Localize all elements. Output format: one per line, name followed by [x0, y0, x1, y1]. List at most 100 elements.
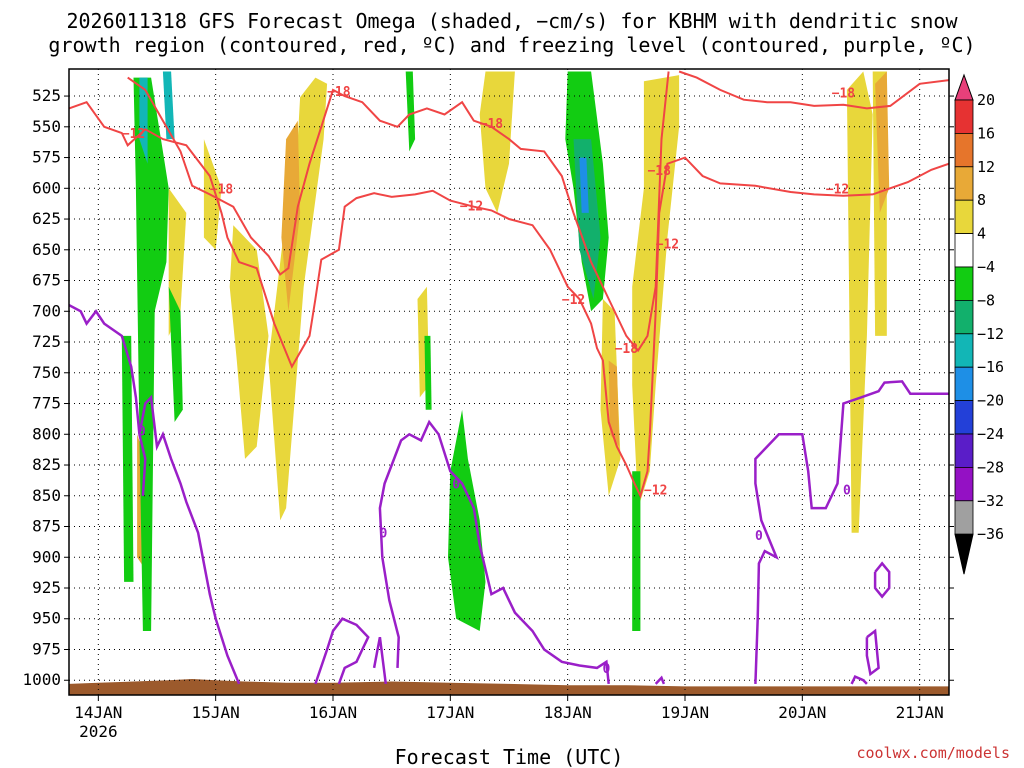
colorbar-label: −16 — [977, 358, 1004, 376]
x-tick-label: 14JAN — [74, 703, 122, 722]
colorbar-label: 12 — [977, 158, 995, 176]
dgz-contour-line — [127, 71, 670, 353]
omega-shaded-region — [579, 157, 589, 213]
y-tick-label: 800 — [32, 424, 61, 443]
dgz-contour-label: −18 — [647, 164, 671, 179]
freezing-level-label: 0 — [843, 484, 851, 499]
terrain-fill — [69, 679, 949, 695]
dgz-contour-label: −18 — [327, 85, 351, 100]
omega-shaded-region — [479, 71, 515, 213]
colorbar-swatch — [954, 199, 974, 234]
x-tick-label: 15JAN — [192, 703, 240, 722]
x-tick-label: 20JAN — [778, 703, 826, 722]
colorbar-label: −8 — [977, 291, 995, 309]
x-tick-year-label: 2026 — [79, 722, 118, 741]
dgz-contour-label: −18 — [615, 342, 639, 357]
omega-shaded-region — [424, 335, 432, 410]
omega-shaded-region — [168, 286, 183, 422]
y-tick-label: 900 — [32, 547, 61, 566]
dgz-contour-label: −12 — [656, 238, 679, 253]
y-tick-label: 950 — [32, 609, 61, 628]
colorbar-swatch — [954, 466, 974, 502]
y-tick-label: 750 — [32, 363, 61, 382]
y-tick-label: 850 — [32, 486, 61, 505]
colorbar-swatch — [954, 299, 974, 335]
freezing-level-contour-line — [865, 628, 880, 677]
dgz-contour-label: −12 — [460, 200, 483, 215]
colorbar-label: −36 — [977, 525, 1004, 543]
x-tick-label: 21JAN — [896, 703, 944, 722]
x-tick-label: 19JAN — [661, 703, 709, 722]
y-tick-label: 825 — [32, 455, 61, 474]
freezing-level-label: 0 — [452, 477, 460, 492]
colorbar-bottom-arrow — [954, 533, 974, 575]
omega-shaded-region — [203, 139, 222, 250]
dgz-contour-label: −18 — [210, 182, 234, 197]
y-tick-label: 1000 — [22, 670, 61, 689]
omega-shaded-region — [268, 77, 328, 521]
omega-shaded-region — [405, 71, 416, 152]
freezing-level-contour-line — [378, 419, 610, 685]
dgz-contour-label: −18 — [480, 117, 504, 132]
y-tick-label: 600 — [32, 178, 61, 197]
colorbar-label: −28 — [977, 458, 1004, 476]
colorbar-swatch — [954, 500, 974, 535]
y-tick-label: 525 — [32, 86, 61, 105]
y-tick-label: 625 — [32, 209, 61, 228]
y-tick-label: 875 — [32, 517, 61, 536]
y-tick-label: 675 — [32, 271, 61, 290]
plot-area: −12 −18 −18 −18 −12 −12 −18 −12 −18 −12 −12 −18 0 0 0 0… — [69, 69, 949, 695]
colorbar-top-arrow — [954, 73, 974, 101]
freezing-level-label: 0 — [380, 527, 388, 542]
dgz-contour-label: −12 — [644, 484, 667, 499]
freezing-level-label: 0 — [755, 529, 763, 544]
y-tick-label: 650 — [32, 240, 61, 259]
dgz-contour-label: −12 — [122, 127, 145, 142]
colorbar-swatch — [954, 233, 974, 268]
colorbar-label: −24 — [977, 425, 1004, 443]
dgz-contour-label: −18 — [832, 86, 856, 101]
colorbar-label: 4 — [977, 225, 986, 243]
dgz-contour-line — [678, 70, 949, 110]
dgz-contour-label: −12 — [826, 182, 849, 197]
y-tick-label: 575 — [32, 148, 61, 167]
freezing-level-contour-line — [381, 557, 400, 668]
colorbar-label: −20 — [977, 392, 1004, 410]
y-tick-label: 975 — [32, 639, 61, 658]
colorbar-swatch — [954, 366, 974, 402]
freezing-level-label: 0 — [138, 425, 146, 440]
omega-shaded-region — [139, 77, 148, 164]
colorbar-swatch — [954, 333, 974, 368]
omega-shaded-region — [281, 120, 301, 312]
y-tick-label: 775 — [32, 394, 61, 413]
colorbar-swatch — [954, 99, 974, 134]
colorbar-swatch — [954, 166, 974, 201]
omega-shaded-region — [121, 335, 134, 582]
title-line-2: growth region (contoured, red, ºC) and f… — [48, 33, 975, 57]
omega-shaded-region — [632, 471, 641, 631]
colorbar-label: 16 — [977, 124, 995, 142]
freezing-level-contour-line — [314, 617, 370, 685]
freezing-level-contour-line — [372, 636, 388, 685]
colorbar-label: 8 — [977, 191, 986, 209]
freezing-level-contour-line — [754, 380, 949, 684]
x-tick-label: 16JAN — [309, 703, 357, 722]
colorbar-swatch — [954, 433, 974, 468]
freezing-level-label: 0 — [602, 662, 610, 677]
plot-frame — [68, 68, 950, 696]
omega-shaded-region — [162, 71, 175, 140]
freezing-level-contour-line — [873, 561, 891, 599]
omega-shaded-region — [448, 409, 486, 631]
title-line-1: 2026011318 GFS Forecast Omega (shaded, −… — [66, 9, 958, 33]
grid-lines — [69, 69, 949, 695]
credit-text: coolwx.com/models — [856, 744, 1010, 762]
freezing-level-contour-line — [69, 303, 241, 685]
y-tick-label: 700 — [32, 301, 61, 320]
freezing-level-contour-line — [138, 434, 147, 496]
omega-shaded-region — [573, 139, 601, 299]
dgz-contour-line — [69, 101, 949, 499]
dgz-contour-label: −12 — [562, 293, 585, 308]
colorbar-swatch — [954, 400, 974, 435]
colorbar-swatch — [954, 266, 974, 301]
colorbar-label: 20 — [977, 91, 995, 109]
